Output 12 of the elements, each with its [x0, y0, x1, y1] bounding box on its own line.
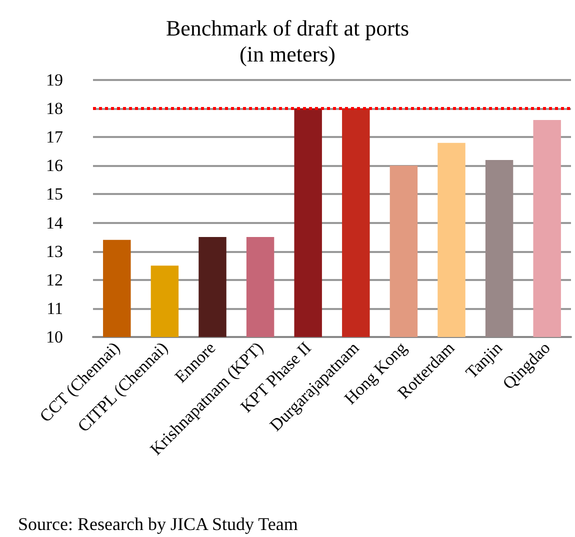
- y-tick-label: 15: [46, 184, 63, 204]
- y-tick-label: 16: [46, 156, 63, 176]
- y-tick-label: 10: [46, 328, 63, 346]
- y-tick-label: 12: [46, 270, 63, 290]
- source-note: Source: Research by JICA Study Team: [18, 514, 298, 534]
- y-tick-label: 19: [46, 70, 63, 90]
- chart-title: Benchmark of draft at ports (in meters): [166, 16, 410, 66]
- y-tick-label: 14: [46, 213, 64, 232]
- y-tick-label: 13: [46, 242, 63, 261]
- y-tick-label: 18: [46, 99, 63, 118]
- y-tick-label: 17: [46, 128, 64, 147]
- y-tick-label: 11: [46, 298, 63, 318]
